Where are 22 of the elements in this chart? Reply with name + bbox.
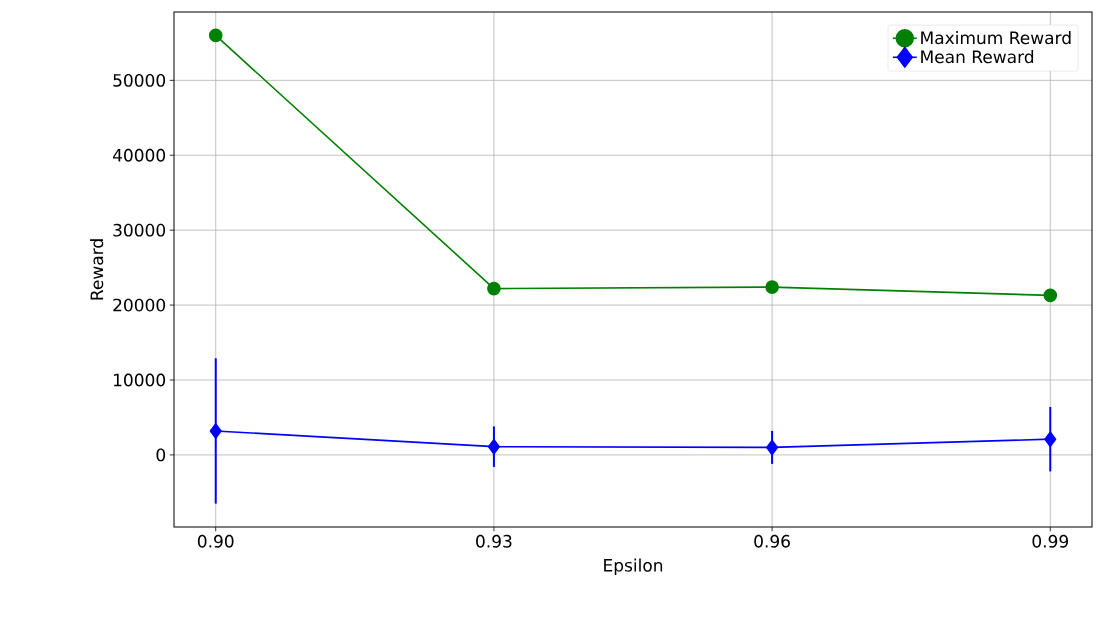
x-tick-label: 0.96 xyxy=(754,534,790,548)
point xyxy=(1044,431,1057,447)
x-tick-label: 0.99 xyxy=(1032,534,1068,548)
point xyxy=(1043,288,1058,303)
x-axis-title: Epsilon xyxy=(604,558,663,575)
legend-label: Maximum Reward xyxy=(921,31,1071,45)
y-tick-label: 20000 xyxy=(113,298,166,312)
y-tick-label: 50000 xyxy=(113,73,166,87)
point xyxy=(766,439,779,456)
x-tick-label: 0.93 xyxy=(476,534,512,548)
point xyxy=(208,28,223,43)
y-tick-label: 10000 xyxy=(113,373,166,387)
point xyxy=(487,281,501,296)
y-tick-label: 40000 xyxy=(112,148,166,162)
x-tick-label: 0.90 xyxy=(197,534,234,548)
point xyxy=(487,438,500,455)
y-tick-label: 0 xyxy=(156,448,166,462)
point xyxy=(765,280,779,294)
y-tick-label: 30000 xyxy=(113,223,166,237)
point xyxy=(209,423,222,439)
y-axis-title: Reward xyxy=(90,239,104,300)
legend-label: Mean Reward xyxy=(921,50,1034,64)
